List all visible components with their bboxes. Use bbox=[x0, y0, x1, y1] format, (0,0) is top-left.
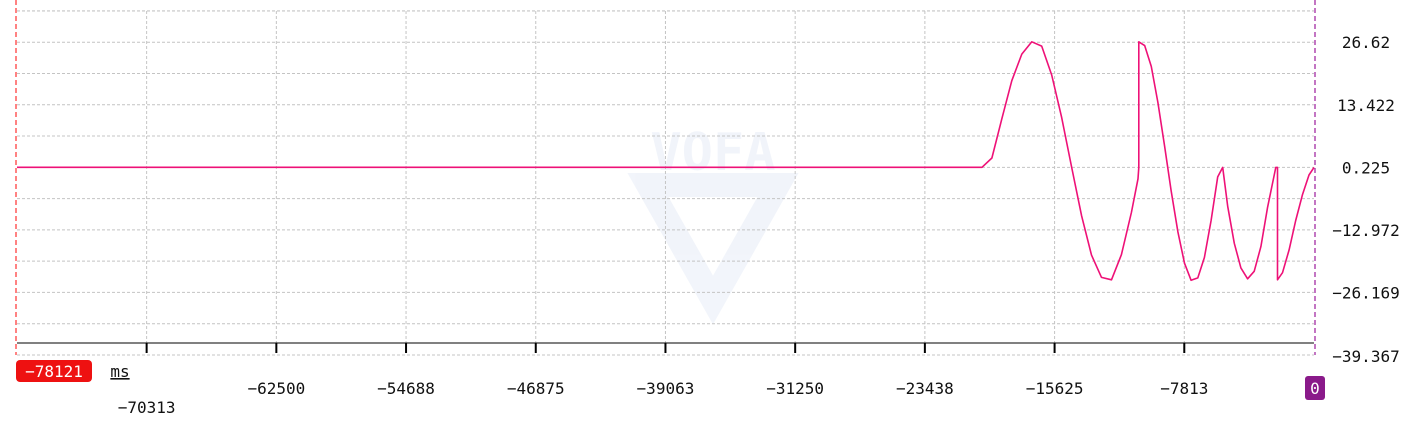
y-tick-label: 13.422 bbox=[1337, 96, 1395, 115]
x-tick-label: −70313 bbox=[118, 398, 176, 417]
x-tick-label: −31250 bbox=[766, 379, 824, 398]
x-tick-label: −62500 bbox=[247, 379, 305, 398]
x-unit-label: ms bbox=[110, 362, 129, 381]
y-tick-label: −12.972 bbox=[1332, 221, 1399, 240]
y-tick-label: −39.367 bbox=[1332, 347, 1399, 366]
watermark-logo bbox=[627, 173, 799, 325]
x-tick-label: −46875 bbox=[507, 379, 565, 398]
x-tick-label: −7813 bbox=[1160, 379, 1208, 398]
vofa-watermark: VOFA bbox=[627, 123, 799, 325]
series-line bbox=[17, 41, 1315, 282]
y-tick-label: 0.225 bbox=[1342, 158, 1390, 177]
right-cursor-value: 0 bbox=[1310, 379, 1320, 398]
watermark-text: VOFA bbox=[650, 123, 775, 183]
left-cursor-value: −78121 bbox=[25, 362, 83, 381]
x-tick-label: −39063 bbox=[637, 379, 695, 398]
left-cursor-badge[interactable] bbox=[16, 360, 92, 382]
x-tick-label: −15625 bbox=[1026, 379, 1084, 398]
x-tick-label: −23438 bbox=[896, 379, 954, 398]
y-tick-label: 26.62 bbox=[1342, 33, 1390, 52]
y-tick-label: −26.169 bbox=[1332, 283, 1399, 302]
right-cursor-badge[interactable] bbox=[1305, 376, 1325, 400]
x-tick-label: −54688 bbox=[377, 379, 435, 398]
